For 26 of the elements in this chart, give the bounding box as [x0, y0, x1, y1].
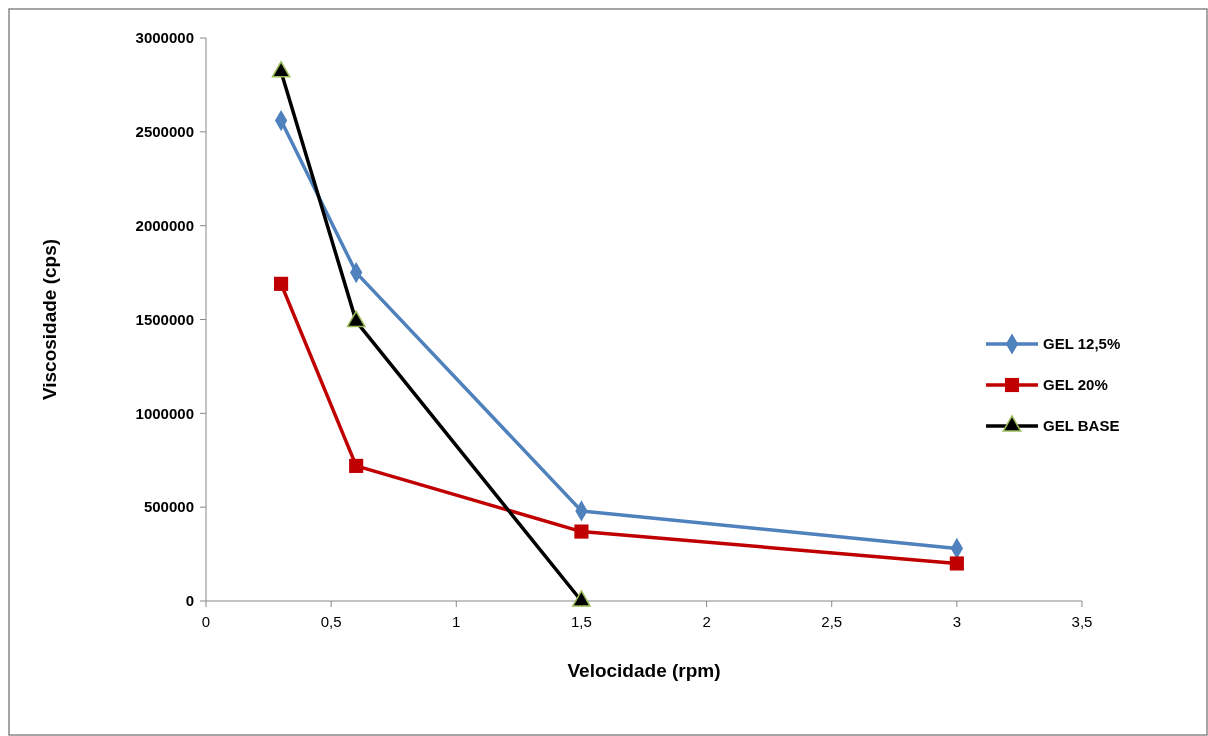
y-tick-label: 2000000: [135, 216, 194, 234]
point: [346, 310, 366, 328]
x-tick-label: 2: [702, 613, 711, 630]
y-tick-label: 2500000: [135, 123, 194, 141]
x-tick-label: 2,5: [821, 613, 843, 630]
point: [349, 458, 364, 473]
x-tick-label: 0,5: [320, 613, 342, 630]
point: [271, 61, 291, 78]
y-tick-label: 1500000: [135, 310, 194, 328]
y-tick-label: 0: [185, 592, 194, 610]
x-tick-label: 0: [201, 613, 211, 630]
x-tick-label: 1: [452, 613, 461, 630]
legend-label: GEL 12,5%: [1043, 335, 1121, 353]
point: [274, 276, 289, 291]
point: [949, 556, 964, 571]
y-tick-label: 500000: [143, 498, 194, 516]
y-tick-label: 1000000: [135, 404, 194, 422]
y-tick-label: 3000000: [135, 29, 194, 47]
legend-label: GEL BASE: [1043, 417, 1120, 435]
x-axis-title: Velocidade (rpm): [567, 660, 721, 681]
x-tick-label: 3: [952, 613, 962, 630]
x-tick-label: 1,5: [571, 613, 592, 630]
y-axis-title: Viscosidade (cps): [39, 238, 60, 401]
legend-label: GEL 20%: [1043, 376, 1108, 394]
x-tick-label: 3,5: [1071, 613, 1093, 630]
point: [574, 524, 589, 539]
